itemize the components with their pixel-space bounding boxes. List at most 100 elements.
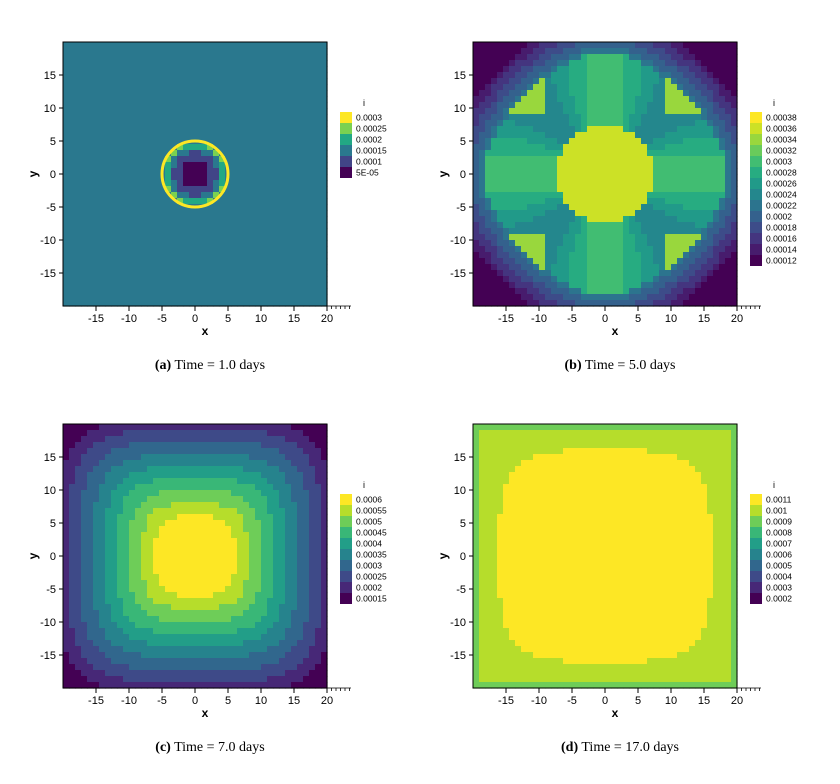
contour-cell [273,258,280,265]
contour-cell [153,646,160,653]
contour-cell [153,198,160,205]
contour-cell [611,186,618,193]
contour-cell [647,252,654,259]
contour-cell [671,138,678,145]
contour-cell [105,520,112,527]
contour-cell [105,544,112,551]
contour-cell [111,228,118,235]
contour-cell [665,282,672,289]
contour-cell [707,162,714,169]
contour-cell [69,84,76,91]
contour-cell [557,240,564,247]
contour-cell [653,66,660,73]
contour-cell [731,180,738,187]
contour-cell [539,282,546,289]
contour-cell [557,192,564,199]
contour-cell [87,264,94,271]
contour-cell [87,72,94,79]
contour-cell [93,514,100,521]
contour-cell [315,102,322,109]
contour-cell [159,270,166,277]
contour-cell [581,288,588,295]
contour-cell [183,514,190,521]
contour-cell [279,156,286,163]
contour-cell [261,162,268,169]
contour-cell [315,186,322,193]
contour-cell [129,430,136,437]
contour-cell [297,78,304,85]
contour-cell [653,84,660,91]
contour-cell [291,114,298,121]
contour-cell [153,60,160,67]
contour-cell [93,72,100,79]
contour-cell [635,288,642,295]
contour-cell [647,42,654,49]
contour-cell [69,246,76,253]
contour-cell [147,102,154,109]
contour-cell [255,180,262,187]
legend-swatch [750,189,762,200]
contour-cell [189,150,196,157]
contour-cell [177,676,184,683]
contour-cell [641,138,648,145]
contour-cell [249,288,256,295]
contour-cell [189,252,196,259]
contour-cell [93,210,100,217]
contour-cell [183,508,190,515]
contour-cell [689,204,696,211]
contour-cell [99,138,106,145]
contour-cell [593,132,600,139]
contour-cell [201,282,208,289]
contour-cell [683,114,690,121]
contour-cell [533,48,540,55]
contour-cell [725,84,732,91]
contour-cell [569,228,576,235]
contour-cell [491,180,498,187]
contour-cell [183,234,190,241]
contour-cell [689,258,696,265]
contour-cell [671,222,678,229]
contour-cell [129,108,136,115]
contour-cell [297,228,304,235]
contour-cell [539,60,546,67]
contour-cell [93,508,100,515]
contour-cell [279,54,286,61]
contour-cell [629,72,636,79]
contour-cell [135,180,142,187]
contour-cell [147,670,154,677]
contour-cell [479,228,486,235]
contour-cell [141,84,148,91]
contour-cell [695,198,702,205]
contour-cell [189,640,196,647]
contour-cell [629,282,636,289]
contour-cell [87,276,94,283]
contour-cell [93,54,100,61]
contour-cell [117,300,124,307]
contour-cell [177,652,184,659]
contour-cell [75,652,82,659]
contour-cell [611,228,618,235]
contour-cell [243,282,250,289]
contour-cell [497,258,504,265]
contour-cell [581,300,588,307]
contour-cell [135,622,142,629]
contour-cell [141,120,148,127]
contour-cell [545,288,552,295]
contour-cell [111,234,118,241]
contour-cell [165,288,172,295]
contour-cell [515,222,522,229]
contour-cell [533,96,540,103]
contour-cell [671,162,678,169]
contour-cell [647,264,654,271]
contour-cell [303,168,310,175]
contour-cell [485,78,492,85]
contour-cell [261,210,268,217]
contour-cell [653,60,660,67]
contour-cell [189,652,196,659]
contour-cell [105,634,112,641]
contour-cell [213,300,220,307]
contour-cell [183,42,190,49]
contour-cell [99,532,106,539]
contour-cell [629,204,636,211]
contour-cell [713,216,720,223]
